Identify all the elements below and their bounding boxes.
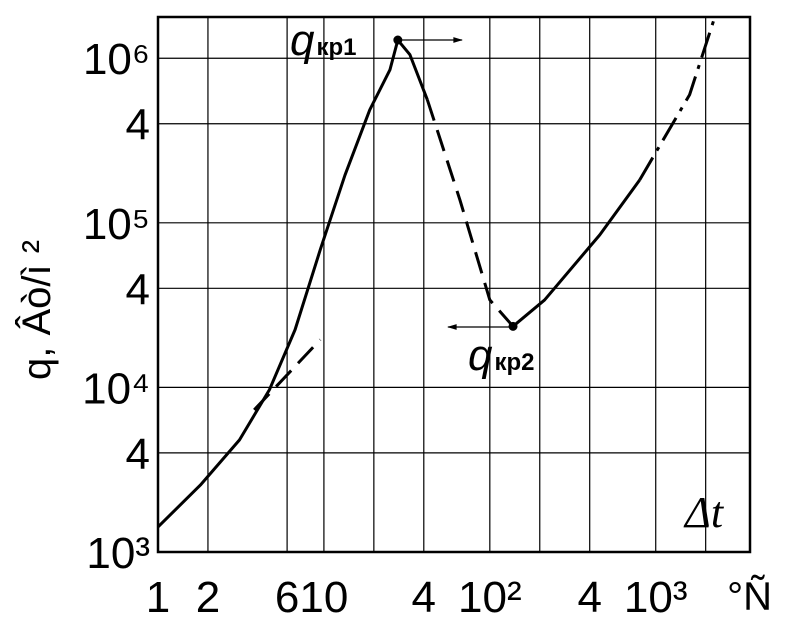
curve: [425, 99, 515, 328]
y-tick-label: 10⁶: [83, 35, 150, 84]
x-tick-label: 6: [275, 573, 299, 622]
curve: [156, 38, 429, 529]
x-tick-label: 4: [577, 573, 601, 622]
y-tick-label: 10⁵: [83, 200, 150, 249]
annotation: qкр1: [290, 16, 357, 65]
grid: [158, 17, 750, 553]
annotation-q: q: [468, 331, 493, 380]
x-tick-label: 10³: [624, 573, 688, 622]
critical-point: [508, 321, 518, 331]
annotation: Δt: [683, 488, 725, 537]
x-tick-label: 4: [412, 573, 436, 622]
y-tick-label: 4: [126, 265, 150, 314]
curve: [253, 338, 322, 411]
curve: [638, 16, 717, 181]
x-tick-label: 2: [196, 573, 220, 622]
x-axis-label: °Ñ: [727, 574, 772, 619]
y-axis-label: q, Âò/ì ²: [14, 240, 59, 380]
curve: [512, 179, 641, 328]
curves: [156, 16, 717, 529]
y-tick-label: 4: [126, 101, 150, 150]
annotation-q: q: [290, 16, 315, 65]
annotation-sub: кр1: [316, 34, 356, 61]
y-tick-label: 10⁴: [82, 364, 150, 413]
y-tick-label: 4: [126, 430, 150, 479]
annotation: qкр2: [468, 331, 535, 380]
x-tick-label: 10: [299, 573, 348, 622]
critical-point: [393, 35, 403, 45]
x-tick-label: 1: [146, 573, 170, 622]
y-tick-label: 10³: [86, 529, 150, 578]
annotation-sub: кр2: [494, 349, 534, 376]
x-tick-label: 10²: [458, 573, 522, 622]
plot-frame: [156, 15, 752, 554]
